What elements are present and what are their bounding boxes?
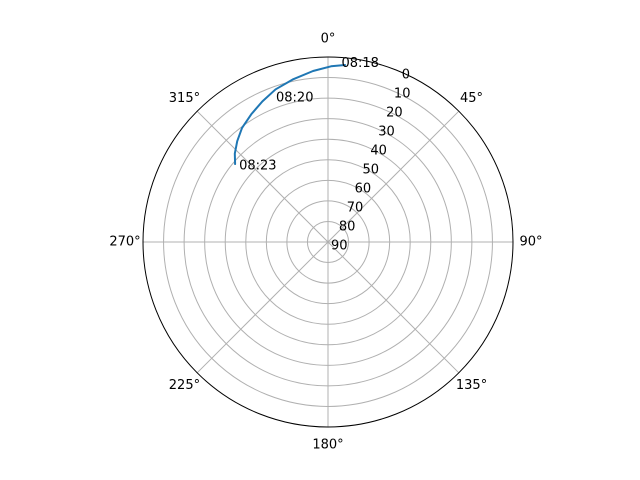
r-tick-label-40: 40	[370, 144, 387, 159]
r-tick-label-20: 20	[386, 106, 403, 121]
r-tick-label-0: 0	[402, 68, 410, 83]
tick-labels: 0° 45° 90° 135° 180° 225° 270° 315° 0 10 20 30 40 50 6…	[109, 32, 542, 453]
r-tick-label-30: 30	[378, 125, 395, 140]
theta-tick-label-90: 90°	[519, 235, 542, 250]
theta-tick-label-180: 180°	[312, 438, 343, 453]
theta-grid-line-315	[196, 110, 329, 243]
theta-tick-label-0: 0°	[321, 32, 336, 47]
theta-grid-line-45	[327, 110, 460, 243]
r-tick-label-10: 10	[394, 87, 411, 102]
series-line-0	[233, 64, 347, 166]
polar-grid	[142, 56, 514, 428]
annotation-0: 08:18	[341, 56, 378, 71]
r-tick-label-50: 50	[362, 163, 379, 178]
r-tick-label-80: 80	[339, 220, 356, 235]
annotation-1: 08:20	[276, 91, 313, 106]
theta-tick-label-45: 45°	[460, 91, 483, 106]
theta-tick-label-135: 135°	[456, 378, 487, 393]
theta-tick-label-270: 270°	[109, 235, 140, 250]
theta-grid-line-135	[327, 241, 460, 374]
theta-tick-label-225: 225°	[169, 378, 200, 393]
polar-frame	[142, 56, 514, 428]
r-tick-label-90: 90	[331, 239, 348, 254]
theta-tick-label-315: 315°	[169, 91, 200, 106]
annotation-2: 08:23	[239, 159, 276, 174]
r-tick-label-70: 70	[347, 201, 364, 216]
theta-grid-line-225	[196, 241, 329, 374]
series-layer	[233, 64, 347, 166]
r-tick-label-60: 60	[355, 182, 372, 197]
